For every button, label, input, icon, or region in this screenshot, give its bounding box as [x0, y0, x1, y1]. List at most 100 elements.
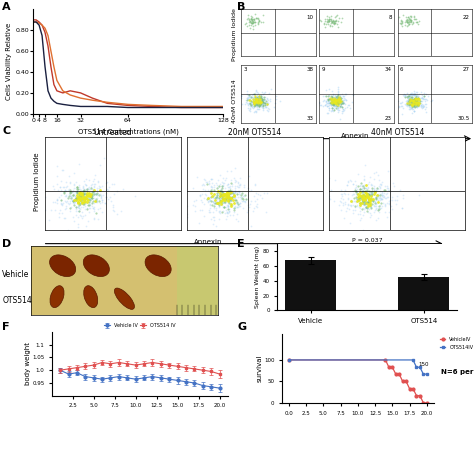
Point	[68, 203, 75, 211]
Point	[408, 100, 416, 108]
Point	[403, 99, 410, 107]
Point	[230, 208, 238, 215]
Point	[246, 18, 254, 26]
Point	[357, 192, 365, 200]
Point	[216, 210, 224, 217]
Point	[328, 95, 335, 103]
Point	[332, 99, 339, 107]
Point	[93, 196, 101, 204]
Point	[73, 194, 80, 202]
Point	[405, 92, 412, 100]
Point	[255, 99, 262, 107]
Point	[378, 191, 386, 199]
Point	[74, 203, 82, 211]
Point	[75, 199, 83, 207]
Point	[336, 93, 344, 101]
Point	[210, 198, 217, 205]
Point	[331, 100, 338, 107]
Point	[80, 200, 88, 208]
Point	[87, 193, 95, 201]
Point	[364, 204, 372, 212]
Point	[412, 102, 419, 110]
Point	[247, 100, 255, 108]
Point	[222, 191, 229, 199]
Point	[368, 191, 376, 198]
Point	[107, 197, 115, 205]
Point	[76, 189, 84, 196]
Point	[412, 98, 420, 105]
Point	[261, 93, 269, 101]
Point	[221, 190, 229, 198]
Point	[66, 186, 74, 193]
Point	[64, 200, 72, 207]
Point	[197, 196, 204, 204]
Point	[245, 104, 252, 112]
Point	[336, 99, 343, 106]
Point	[408, 101, 415, 109]
Point	[346, 219, 354, 227]
Point	[407, 104, 415, 111]
Point	[414, 92, 421, 100]
Point	[80, 198, 88, 206]
Point	[329, 100, 337, 107]
Point	[423, 97, 430, 104]
Point	[371, 188, 379, 196]
Point	[71, 198, 79, 206]
Point	[51, 199, 58, 206]
Point	[213, 191, 220, 199]
VehicleIV	[420, 400, 426, 406]
Point	[334, 99, 342, 106]
Point	[364, 208, 372, 215]
Point	[331, 96, 338, 103]
Point	[370, 190, 377, 198]
Point	[213, 198, 220, 205]
Point	[353, 187, 360, 195]
Point	[105, 195, 112, 202]
Point	[92, 191, 100, 198]
Point	[368, 201, 376, 208]
Point	[330, 98, 337, 105]
Point	[219, 188, 227, 196]
Point	[383, 213, 391, 221]
Point	[415, 100, 422, 108]
Point	[332, 102, 340, 110]
Point	[361, 187, 368, 195]
Point	[90, 186, 97, 193]
Point	[259, 100, 266, 108]
Point	[62, 202, 70, 210]
Point	[219, 184, 226, 191]
Point	[234, 204, 241, 211]
Point	[253, 108, 260, 116]
Point	[333, 101, 340, 109]
Point	[338, 98, 346, 106]
Point	[251, 96, 259, 104]
Point	[403, 102, 410, 109]
Point	[414, 103, 421, 111]
Point	[256, 100, 264, 108]
Point	[358, 189, 366, 196]
Point	[230, 198, 237, 205]
Point	[255, 105, 262, 112]
Point	[252, 95, 260, 102]
Point	[222, 174, 229, 182]
Point	[410, 100, 418, 108]
Point	[374, 214, 382, 222]
Point	[196, 207, 204, 214]
Point	[65, 191, 73, 198]
VehicleIV	[383, 357, 388, 363]
Point	[215, 207, 223, 214]
Point	[95, 197, 102, 205]
Point	[374, 196, 382, 204]
Point	[86, 190, 93, 197]
Point	[339, 99, 347, 107]
Point	[252, 97, 259, 105]
Point	[359, 196, 366, 203]
Point	[404, 94, 411, 102]
Point	[328, 98, 336, 105]
Point	[254, 98, 262, 105]
Point	[370, 201, 378, 209]
Point	[244, 101, 252, 109]
Point	[383, 194, 390, 202]
Point	[360, 191, 367, 199]
Point	[257, 98, 265, 106]
